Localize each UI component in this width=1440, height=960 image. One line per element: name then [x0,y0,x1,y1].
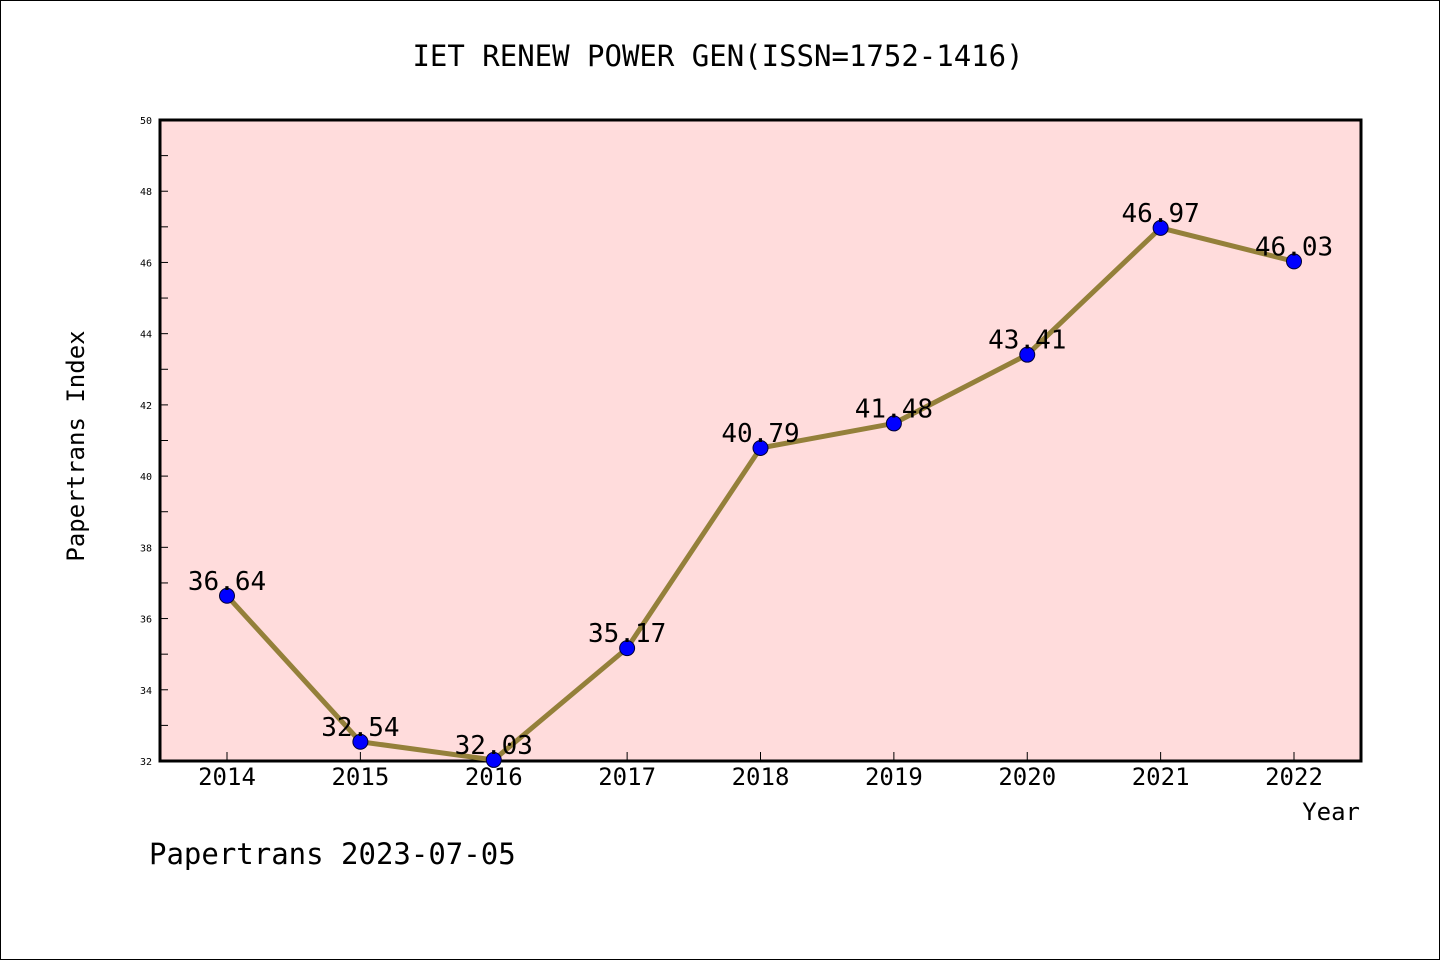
data-point [752,439,769,456]
y-tick-label: 40 [140,472,152,483]
x-axis-label: Year [1302,798,1360,826]
y-axis: 32 34 36 38 40 42 44 46 48 50 [140,116,168,768]
data-label: 32.54 [321,713,399,743]
x-tick-label: 2022 [1265,763,1323,791]
data-labels: 36.64 32.54 32.03 35.17 40.79 41.48 43.41 46.97… [188,199,1333,761]
x-tick-label: 2021 [1132,763,1190,791]
y-tick-label: 50 [140,116,152,127]
data-point [352,733,369,750]
data-label: 40.79 [721,419,799,449]
data-point [219,587,235,604]
data-label: 46.03 [1255,232,1333,262]
footer-text: Papertrans 2023-07-05 [149,837,516,871]
y-tick-label: 46 [140,258,152,269]
x-tick-label: 2015 [331,763,389,791]
y-axis-label: Papertrans Index [62,330,90,561]
data-label: 32.03 [455,731,533,761]
y-tick-label: 38 [140,543,152,554]
data-point [885,415,902,432]
data-label: 43.41 [988,326,1066,356]
data-point [1019,346,1036,363]
x-tick-label: 2014 [198,763,256,791]
x-tick-label: 2020 [998,763,1056,791]
y-tick-label: 42 [140,401,152,412]
y-tick-label: 36 [140,615,152,626]
y-tick-label: 48 [140,187,152,198]
y-tick-label: 32 [140,757,152,768]
data-point [1152,219,1169,236]
x-axis: 2014 2015 2016 2017 2018 2019 2020 2021 2022 [198,752,1323,791]
chart-title: IET RENEW POWER GEN(ISSN=1752-1416) [412,39,1023,73]
data-point [1286,253,1302,270]
data-label: 46.97 [1121,199,1199,229]
data-label: 41.48 [855,394,933,424]
data-label: 35.17 [588,619,666,649]
x-tick-label: 2019 [865,763,923,791]
series-markers [219,219,1302,768]
data-label: 36.64 [188,567,266,597]
x-tick-label: 2017 [598,763,656,791]
y-tick-label: 34 [140,686,152,697]
x-tick-label: 2018 [732,763,790,791]
y-tick-label: 44 [140,330,152,341]
data-point [485,751,502,768]
data-point [619,640,636,657]
